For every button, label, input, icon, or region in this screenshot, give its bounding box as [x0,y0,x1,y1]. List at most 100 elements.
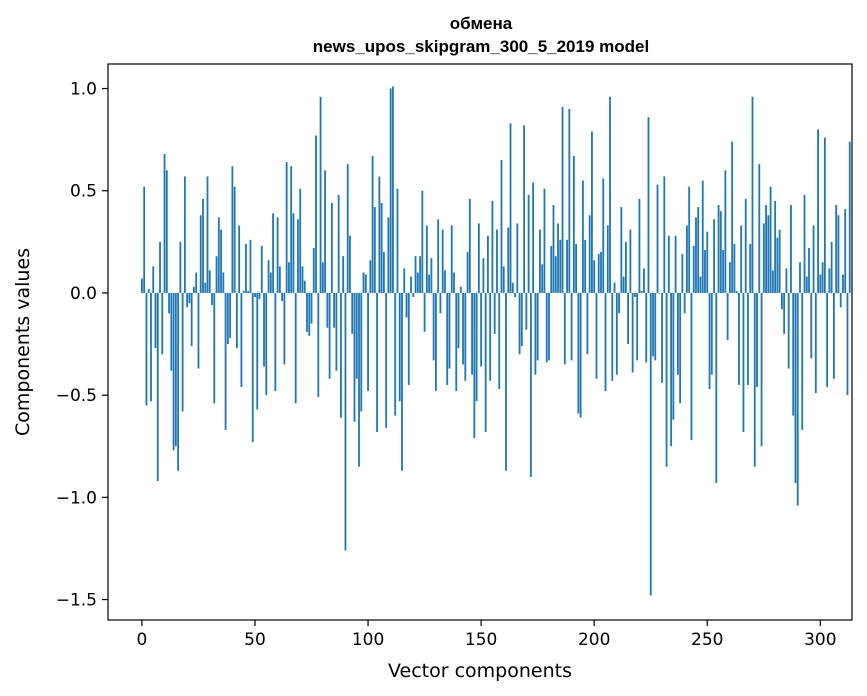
bar [826,292,829,387]
bar [353,292,356,422]
bar [769,186,772,293]
bar [163,153,166,293]
x-axis-ticks: 0 50 100 150 200 250 300 [137,620,837,650]
bar [674,235,677,293]
bar [403,268,406,293]
bar [263,292,265,367]
bar [281,292,284,302]
bar [202,198,204,293]
bar [566,239,568,293]
bar [665,292,668,467]
bar [256,292,259,410]
bar [340,292,342,418]
bar [265,292,268,396]
bar [419,256,421,293]
y-tick-label: −1.0 [56,488,97,508]
bar [380,203,383,293]
bar [328,292,331,379]
bar [498,292,501,390]
bar [814,292,817,394]
bar [523,125,525,293]
bar [706,231,709,293]
bar [168,292,170,314]
bar [563,292,566,365]
plot-frame [107,63,853,621]
bar [276,217,279,293]
bar [312,247,315,293]
bar [724,170,727,293]
bar [557,223,559,293]
bar [717,205,720,293]
bar [579,292,582,418]
bar [805,276,808,293]
y-tick-label: −1.5 [56,591,97,611]
bar [188,292,191,304]
bar [622,276,625,293]
x-tick-label: 100 [352,630,384,650]
bar [412,292,415,298]
bar [602,178,605,293]
bar [808,247,810,293]
bar [444,270,446,293]
bar [260,245,263,293]
bar [226,292,229,345]
bar [529,292,532,477]
bar [649,292,652,596]
bar [459,286,462,293]
bar [597,254,600,293]
bar [527,194,530,293]
bar [326,292,329,328]
bar [744,198,747,293]
bar [174,292,177,447]
bar [591,131,593,293]
bar [450,225,453,293]
bar [238,225,241,293]
y-tick-label: 0.5 [70,182,97,202]
bar [629,229,632,293]
bar [509,123,512,293]
bar [762,223,765,293]
bar [349,235,351,293]
bar [446,292,449,385]
bar [303,280,306,293]
bar [645,292,648,363]
bar [496,229,498,293]
bar [697,207,700,293]
bar [358,292,360,467]
bar [525,292,528,330]
bar [514,292,516,298]
bar [448,292,451,369]
bar [823,137,826,293]
bar [828,268,831,293]
bar [407,292,410,385]
bar [652,292,654,357]
bar [690,292,693,441]
bar [394,292,397,416]
bar [719,211,722,293]
bar [321,262,324,293]
bar [466,252,469,293]
bar [821,262,824,293]
bar [670,292,672,447]
x-tick-label: 0 [137,630,148,650]
bar [507,227,510,293]
x-tick-label: 200 [578,630,610,650]
bar [487,235,489,293]
bar [401,292,403,471]
bar [369,260,372,293]
bar [767,215,770,293]
bar [258,292,261,300]
bar [704,250,706,293]
bar [713,219,715,293]
bars-group [141,86,851,596]
bar [584,239,587,293]
bar [686,225,688,293]
bar [740,225,743,293]
bar [373,207,376,293]
bar [423,292,426,332]
bar [536,292,539,361]
bar [181,292,184,412]
bar [335,292,338,371]
bar [170,292,173,371]
bar [561,106,564,293]
